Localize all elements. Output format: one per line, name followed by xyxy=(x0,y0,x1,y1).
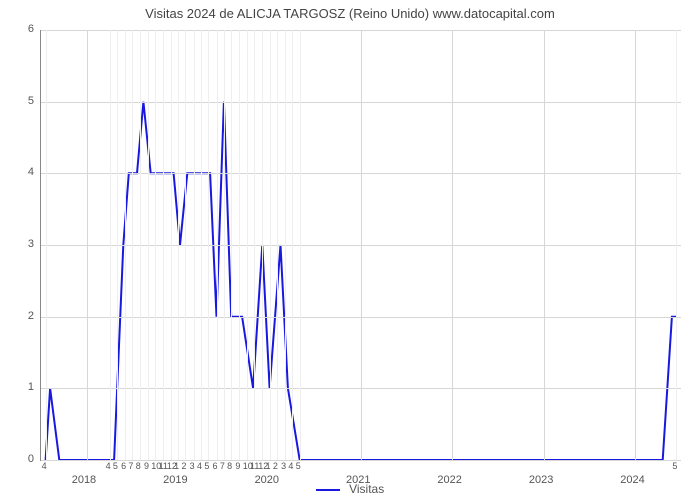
grid-vertical-minor xyxy=(292,30,293,460)
x-minor-label: 4 xyxy=(42,461,47,471)
y-tick-label: 0 xyxy=(18,453,34,465)
x-minor-label: 6 xyxy=(213,461,218,471)
grid-vertical-minor xyxy=(224,30,225,460)
x-minor-label: 7 xyxy=(128,461,133,471)
grid-vertical-minor xyxy=(163,30,164,460)
grid-vertical-minor xyxy=(201,30,202,460)
x-year-label: 2023 xyxy=(529,474,553,486)
grid-vertical-minor xyxy=(270,30,271,460)
x-year-label: 2022 xyxy=(437,474,461,486)
grid-vertical-minor xyxy=(247,30,248,460)
x-minor-label: 5 xyxy=(113,461,118,471)
grid-vertical xyxy=(361,30,362,460)
plot-area xyxy=(40,30,681,461)
x-minor-label: 9 xyxy=(144,461,149,471)
y-tick-label: 3 xyxy=(18,238,34,250)
chart-title: Visitas 2024 de ALICJA TARGOSZ (Reino Un… xyxy=(0,6,700,21)
grid-vertical xyxy=(452,30,453,460)
x-minor-label: 8 xyxy=(227,461,232,471)
x-minor-label: 9 xyxy=(235,461,240,471)
x-minor-label: 4 xyxy=(197,461,202,471)
x-minor-label: 7 xyxy=(220,461,225,471)
grid-vertical-minor xyxy=(239,30,240,460)
x-minor-label: 4 xyxy=(106,461,111,471)
x-year-label: 2021 xyxy=(346,474,370,486)
grid-vertical-minor xyxy=(46,30,47,460)
grid-vertical-minor xyxy=(277,30,278,460)
grid-vertical-minor xyxy=(300,30,301,460)
x-year-label: 2019 xyxy=(163,474,187,486)
x-minor-label: 2 xyxy=(273,461,278,471)
grid-vertical xyxy=(544,30,545,460)
grid-vertical-minor xyxy=(676,30,677,460)
x-minor-label: 5 xyxy=(204,461,209,471)
legend-swatch xyxy=(316,489,340,491)
x-minor-label: 1 xyxy=(174,461,179,471)
x-minor-label: 6 xyxy=(121,461,126,471)
grid-vertical-minor xyxy=(231,30,232,460)
x-minor-label: 1 xyxy=(266,461,271,471)
grid-vertical xyxy=(635,30,636,460)
x-minor-label: 2 xyxy=(181,461,186,471)
x-minor-label: 3 xyxy=(190,461,195,471)
grid-vertical-minor xyxy=(254,30,255,460)
y-tick-label: 2 xyxy=(18,310,34,322)
x-minor-label: 5 xyxy=(296,461,301,471)
chart-container: Visitas 2024 de ALICJA TARGOSZ (Reino Un… xyxy=(0,0,700,500)
grid-vertical-minor xyxy=(148,30,149,460)
grid-vertical-minor xyxy=(110,30,111,460)
y-tick-label: 4 xyxy=(18,166,34,178)
x-minor-label: 8 xyxy=(136,461,141,471)
grid-vertical-minor xyxy=(194,30,195,460)
y-tick-label: 1 xyxy=(18,381,34,393)
x-minor-label: 5 xyxy=(672,461,677,471)
grid-vertical-minor xyxy=(117,30,118,460)
grid-vertical-minor xyxy=(208,30,209,460)
grid-vertical-minor xyxy=(132,30,133,460)
x-year-label: 2018 xyxy=(72,474,96,486)
grid-vertical-minor xyxy=(285,30,286,460)
grid-vertical-minor xyxy=(125,30,126,460)
x-year-label: 2024 xyxy=(620,474,644,486)
grid-vertical-minor xyxy=(178,30,179,460)
x-minor-label: 4 xyxy=(288,461,293,471)
grid-vertical-minor xyxy=(171,30,172,460)
grid-vertical xyxy=(87,30,88,460)
x-minor-label: 3 xyxy=(281,461,286,471)
y-tick-label: 6 xyxy=(18,23,34,35)
x-year-label: 2020 xyxy=(255,474,279,486)
grid-vertical-minor xyxy=(217,30,218,460)
grid-vertical-minor xyxy=(185,30,186,460)
grid-vertical-minor xyxy=(262,30,263,460)
grid-vertical-minor xyxy=(155,30,156,460)
grid-vertical-minor xyxy=(140,30,141,460)
y-tick-label: 5 xyxy=(18,95,34,107)
